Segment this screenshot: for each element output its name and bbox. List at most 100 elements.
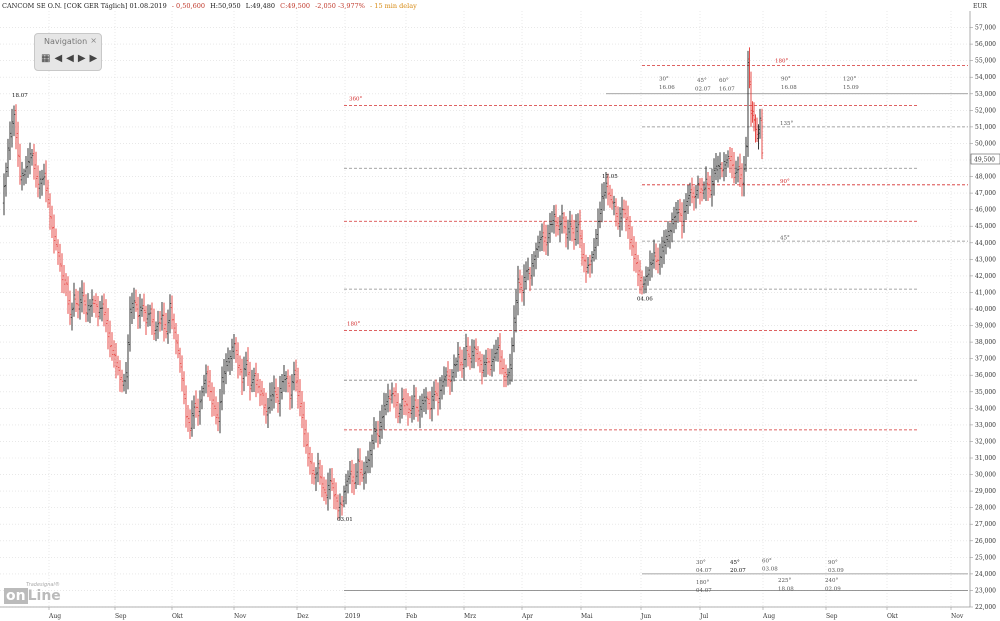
y-tick-label: 43,000	[975, 256, 996, 263]
y-tick-label: 29,000	[975, 488, 996, 495]
y-tick-label: 32,000	[975, 438, 996, 445]
y-tick-label: 38,000	[975, 339, 996, 346]
annotation-label: 45°	[730, 560, 740, 566]
rewind-icon[interactable]: ◀◀	[54, 53, 78, 64]
x-tick-label: Aug	[762, 613, 775, 620]
y-tick-label: 51,000	[975, 124, 996, 131]
annotation-label: 16.06	[659, 85, 675, 91]
y-tick-label: 52,000	[975, 107, 996, 114]
y-tick-label: 35,000	[975, 389, 996, 396]
chart-header: CANCOM SE O.N. [COK GER Täglich] 01.08.2…	[2, 2, 417, 10]
fast-forward-icon[interactable]: ▶▶	[77, 53, 102, 64]
y-tick-label: 54,000	[975, 74, 996, 81]
y-tick-label: 27,000	[975, 521, 996, 528]
navigation-title: Navigation	[44, 37, 88, 46]
x-tick-label: Okt	[172, 613, 184, 620]
tradesignal-logo: Tradesignal® on Line	[4, 582, 66, 604]
annotation-label: 30°	[659, 77, 669, 83]
annotation-label: 180°	[347, 322, 360, 328]
y-tick-label: 31,000	[975, 455, 996, 462]
annotation-label: 30°	[696, 560, 706, 566]
y-tick-label: 34,000	[975, 405, 996, 412]
x-tick-label: Jun	[640, 613, 651, 620]
x-tick-label: Sep	[826, 613, 838, 620]
y-tick-label: 57,000	[975, 25, 996, 32]
y-tick-label: 48,000	[975, 174, 996, 181]
header-delay: - 15 min delay	[370, 2, 417, 10]
annotation-label: 02.09	[825, 586, 841, 592]
price-axis[interactable]: EUR 22,000 23,000 24,000 25,000 26,000 27,000 2…	[969, 3, 1000, 611]
y-tick-label: 30,000	[975, 472, 996, 479]
annotation-label: 02.07	[695, 86, 711, 92]
y-tick-label: 46,000	[975, 207, 996, 214]
annotation-label: 360°	[349, 96, 362, 102]
currency-label: EUR	[973, 3, 987, 10]
logo-tagline: Tradesignal®	[26, 582, 60, 588]
annotation-label: 04.06	[637, 297, 653, 303]
y-tick-label: 42,000	[975, 273, 996, 280]
annotation-label: 18.08	[778, 586, 794, 592]
header-close: C:49,500	[280, 2, 310, 10]
header-instrument: CANCOM SE O.N. [COK GER Täglich] 01.08.2…	[2, 2, 167, 10]
x-tick-label: Aug	[48, 613, 61, 620]
price-bars	[2, 47, 764, 521]
grid-lines	[0, 11, 970, 608]
y-tick-label: 36,000	[975, 372, 996, 379]
grid-icon[interactable]: ▦	[41, 53, 55, 64]
annotation-label: 03.08	[762, 567, 778, 573]
last-price-marker	[970, 153, 1000, 165]
y-tick-label: 33,000	[975, 422, 996, 429]
annotation-label: 03.09	[828, 568, 844, 574]
time-axis[interactable]: Aug Sep Okt Nov Dez 2019 Feb Mrz Apr Mai Jun Jul Aug…	[0, 606, 970, 620]
navigation-panel[interactable]: Navigation × ▦◀◀▶▶	[34, 33, 102, 71]
annotation-label: 90°	[828, 560, 838, 566]
x-tick-label: Mai	[581, 613, 593, 620]
y-tick-label: 40,000	[975, 306, 996, 313]
y-tick-label: 28,000	[975, 505, 996, 512]
annotation-label: 20.07	[730, 568, 746, 574]
x-tick-label: Feb	[406, 613, 417, 620]
logo-line: Line	[27, 588, 61, 604]
annotation-label: 03.01	[337, 517, 353, 523]
y-tick-label: 26,000	[975, 538, 996, 545]
logo-on: on	[4, 588, 28, 604]
last-price-label: 49,500	[974, 157, 995, 164]
y-tick-label: 41,000	[975, 289, 996, 296]
y-tick-label: 56,000	[975, 41, 996, 48]
y-tick-label: 47,000	[975, 190, 996, 197]
header-low: L:49,480	[246, 2, 275, 10]
annotation-label: 18.07	[12, 93, 28, 99]
annotation-label: 180°	[775, 58, 788, 64]
x-tick-label: Mrz	[464, 613, 476, 620]
annotation-label: 17.05	[602, 174, 618, 180]
y-tick-label: 55,000	[975, 58, 996, 65]
svg-text:CANCOM SE O.N. [COK GER Täglic: CANCOM SE O.N. [COK GER Täglich] 01.08.2…	[2, 2, 417, 10]
annotation-label: 60°	[719, 78, 729, 84]
gann-levels	[344, 65, 968, 591]
x-tick-label: Jul	[699, 613, 708, 620]
y-tick-label: 53,000	[975, 91, 996, 98]
y-tick-label: 45,000	[975, 223, 996, 230]
close-icon[interactable]: ×	[90, 36, 97, 45]
y-tick-label: 37,000	[975, 356, 996, 363]
y-tick-label: 23,000	[975, 587, 996, 594]
x-tick-label: Nov	[234, 613, 247, 620]
annotation-label: 45°	[697, 78, 707, 84]
annotation-label: 16.08	[781, 85, 797, 91]
header-change: - 0,50,600	[172, 2, 205, 10]
annotation-label: 16.07	[719, 86, 735, 92]
y-tick-label: 22,000	[975, 604, 996, 611]
x-tick-label: Okt	[887, 613, 899, 620]
chart-annotations: 18.07 03.01 17.05 04.06 360° 180° 180° 135° 90° 4…	[12, 58, 859, 594]
y-tick-label: 39,000	[975, 323, 996, 330]
y-tick-label: 24,000	[975, 571, 996, 578]
annotation-label: 240°	[825, 578, 838, 584]
annotation-label: 120°	[843, 77, 856, 83]
annotation-label: 45°	[780, 235, 790, 241]
y-tick-label: 50,000	[975, 140, 996, 147]
annotation-label: 90°	[780, 179, 790, 185]
annotation-label: 15.09	[843, 85, 859, 91]
annotation-label: 90°	[781, 77, 791, 83]
annotation-label: 04.07	[696, 588, 712, 594]
